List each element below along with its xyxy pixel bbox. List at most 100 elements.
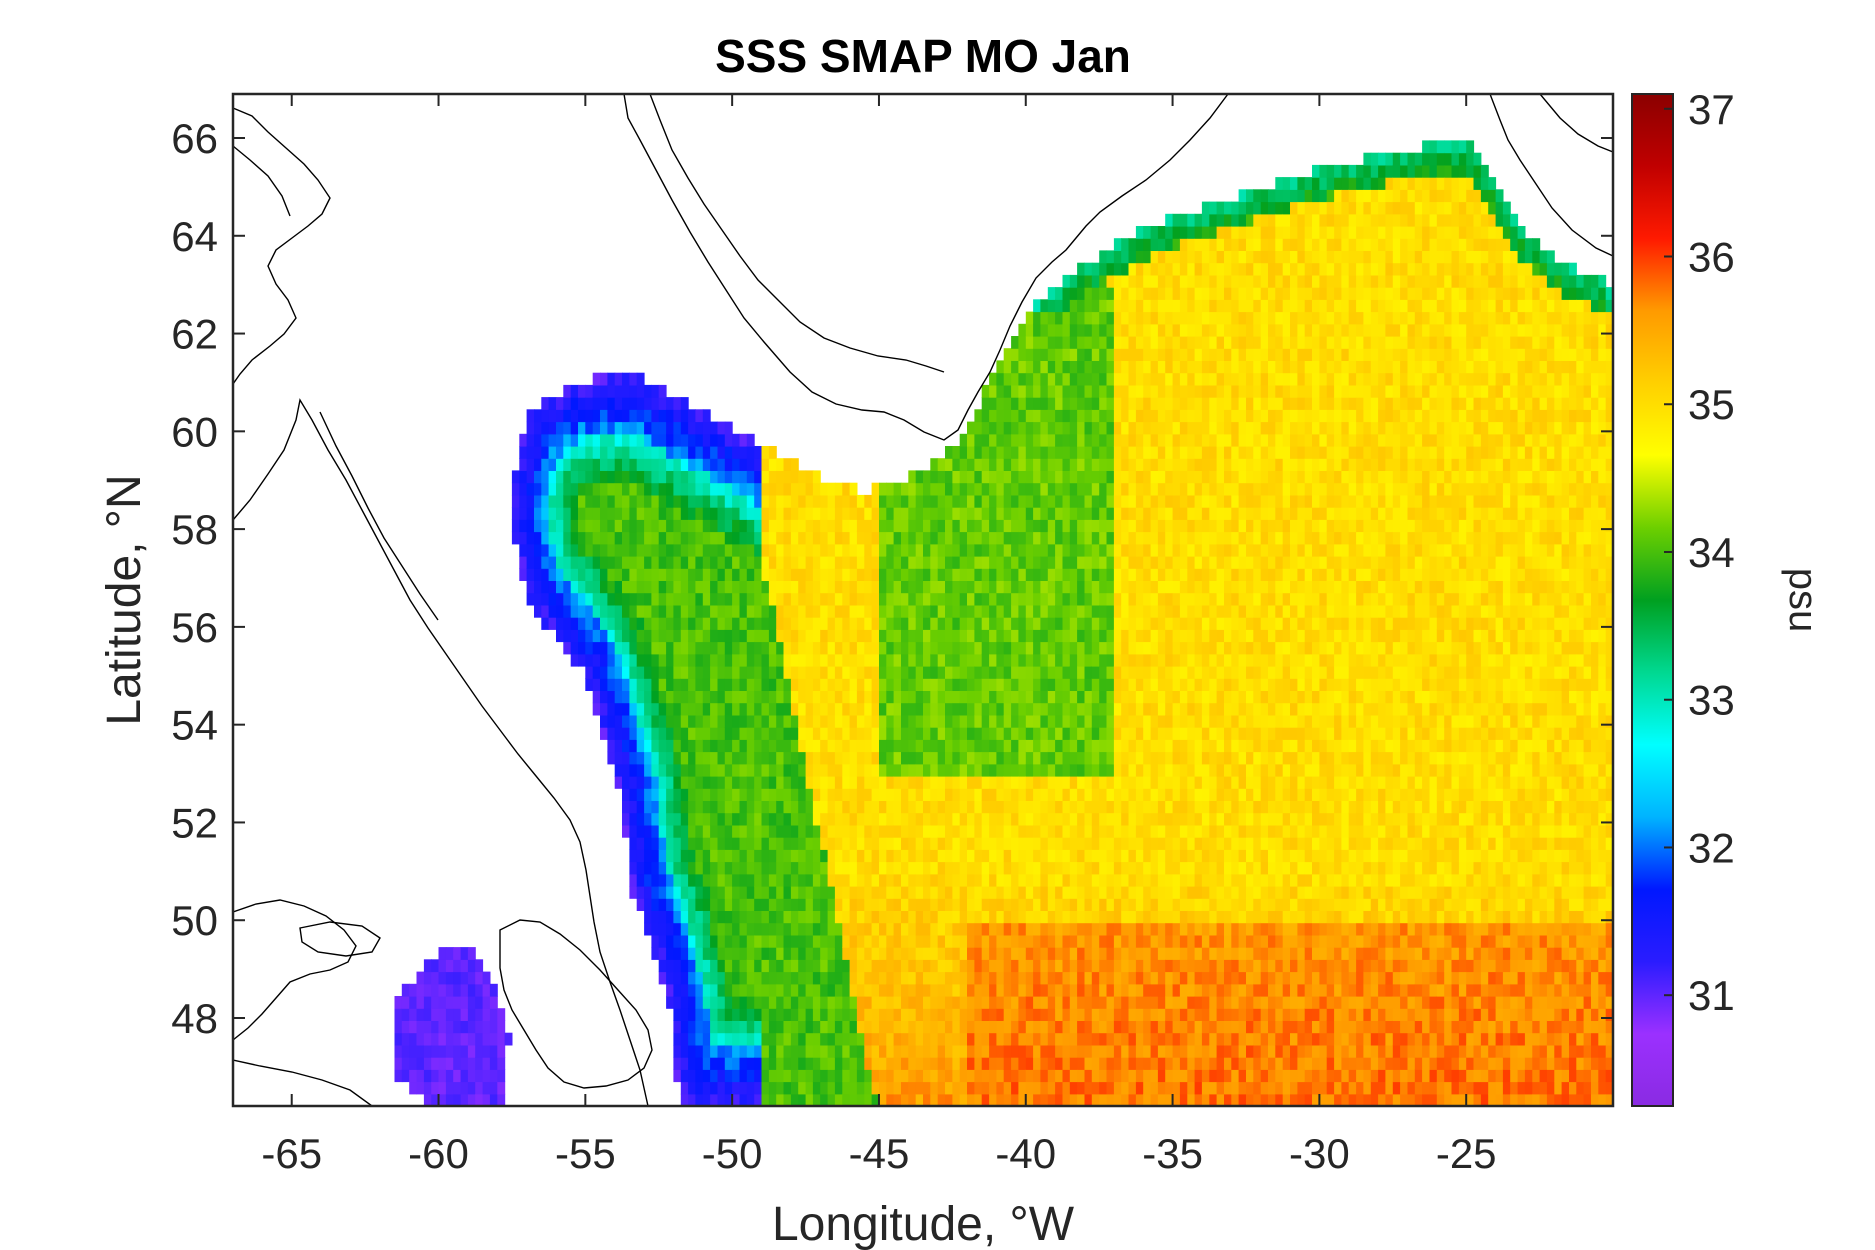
heatmap-cell — [893, 971, 902, 985]
heatmap-cell — [1106, 250, 1115, 264]
heatmap-cell — [1062, 763, 1071, 777]
heatmap-cell — [790, 580, 799, 594]
heatmap-cell — [644, 384, 652, 398]
heatmap-cell — [798, 983, 807, 997]
heatmap-cell — [908, 653, 917, 667]
heatmap-cell — [1128, 336, 1137, 349]
heatmap-cell — [1040, 409, 1049, 423]
heatmap-cell — [834, 543, 843, 557]
heatmap-cell — [1150, 678, 1159, 691]
heatmap-cell — [695, 739, 704, 753]
heatmap-cell — [842, 531, 851, 545]
heatmap-cell — [923, 849, 931, 863]
heatmap-cell — [1172, 397, 1181, 410]
heatmap-cell — [1099, 543, 1108, 557]
heatmap-cell — [666, 482, 674, 496]
heatmap-cell — [974, 543, 983, 557]
heatmap-cell — [959, 837, 968, 850]
heatmap-cell — [702, 543, 711, 557]
heatmap-cell — [1077, 800, 1085, 814]
heatmap-cell — [1106, 1093, 1115, 1106]
heatmap-cell — [1135, 568, 1144, 581]
heatmap-cell — [901, 1044, 909, 1058]
heatmap-cell — [1069, 519, 1078, 533]
heatmap-cell — [702, 849, 711, 863]
heatmap-cell — [1157, 849, 1166, 863]
heatmap-cell — [489, 1032, 498, 1046]
heatmap-cell — [570, 531, 579, 545]
heatmap-cell — [974, 996, 983, 1009]
heatmap-cell — [820, 519, 829, 533]
heatmap-cell — [1165, 556, 1174, 569]
heatmap-cell — [842, 922, 851, 936]
heatmap-cell — [879, 531, 887, 545]
heatmap-cell — [834, 556, 843, 569]
heatmap-cell — [1062, 421, 1071, 435]
heatmap-cell — [842, 800, 851, 814]
heatmap-cell — [923, 1020, 931, 1034]
heatmap-cell — [798, 556, 807, 569]
heatmap-cell — [622, 372, 630, 386]
heatmap-cell — [1143, 678, 1152, 691]
heatmap-cell — [1165, 1057, 1174, 1070]
heatmap-cell — [1106, 494, 1115, 508]
heatmap-cell — [651, 470, 660, 484]
heatmap-cell — [1113, 336, 1122, 349]
heatmap-cell — [849, 739, 858, 753]
heatmap-cell — [937, 470, 946, 484]
heatmap-cell — [739, 714, 748, 728]
heatmap-cell — [1157, 592, 1166, 606]
heatmap-cell — [1106, 458, 1115, 471]
heatmap-cell — [989, 824, 997, 838]
heatmap-cell — [680, 446, 689, 459]
heatmap-cell — [1040, 604, 1049, 618]
heatmap-cell — [996, 1081, 1005, 1095]
heatmap-cell — [460, 1008, 469, 1021]
heatmap-cell — [688, 922, 696, 936]
heatmap-cell — [834, 751, 843, 765]
heatmap-cell — [754, 702, 763, 716]
heatmap-cell — [1179, 348, 1188, 361]
heatmap-cell — [1113, 837, 1122, 850]
heatmap-cell — [1062, 739, 1071, 753]
heatmap-cell — [879, 702, 887, 716]
heatmap-cell — [886, 934, 895, 948]
heatmap-cell — [1157, 751, 1166, 765]
heatmap-cell — [1187, 788, 1196, 801]
heatmap-cell — [1128, 788, 1137, 801]
heatmap-cell — [923, 519, 931, 533]
heatmap-cell — [1113, 1008, 1122, 1021]
heatmap-cell — [1143, 666, 1152, 679]
heatmap-cell — [1040, 1081, 1049, 1095]
heatmap-cell — [592, 629, 601, 643]
heatmap-cell — [673, 800, 682, 814]
heatmap-cell — [732, 629, 740, 643]
heatmap-cell — [534, 421, 542, 435]
heatmap-cell — [644, 690, 652, 704]
heatmap-cell — [1069, 531, 1078, 545]
heatmap-cell — [923, 751, 931, 765]
heatmap-cell — [732, 556, 740, 569]
heatmap-cell — [967, 714, 975, 728]
heatmap-cell — [981, 690, 990, 704]
heatmap-cell — [1025, 959, 1034, 973]
heatmap-cell — [622, 629, 630, 643]
heatmap-cell — [607, 604, 616, 618]
heatmap-cell — [959, 776, 968, 789]
heatmap-cell — [805, 482, 814, 496]
heatmap-cell — [1128, 837, 1137, 850]
heatmap-cell — [732, 604, 740, 618]
heatmap-cell — [1135, 922, 1144, 936]
heatmap-cell — [1069, 812, 1078, 826]
heatmap-cell — [548, 494, 557, 508]
heatmap-cell — [820, 1008, 829, 1021]
heatmap-cell — [732, 446, 740, 459]
heatmap-cell — [1172, 323, 1181, 337]
heatmap-cell — [1047, 1093, 1056, 1106]
heatmap-cell — [761, 1069, 770, 1083]
heatmap-cell — [915, 1020, 924, 1034]
heatmap-cell — [879, 959, 887, 973]
heatmap-cell — [908, 947, 917, 960]
heatmap-cell — [849, 776, 858, 789]
heatmap-cell — [989, 898, 997, 911]
